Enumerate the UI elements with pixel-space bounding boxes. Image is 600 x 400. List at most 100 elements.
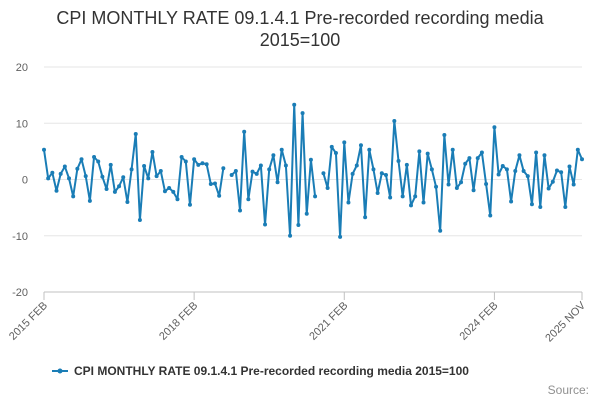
data-point[interactable] <box>246 197 251 202</box>
data-point[interactable] <box>263 222 268 227</box>
data-point[interactable] <box>325 185 330 190</box>
data-point[interactable] <box>479 150 484 155</box>
data-point[interactable] <box>563 205 568 210</box>
data-point[interactable] <box>388 195 393 200</box>
data-point[interactable] <box>250 169 255 174</box>
data-point[interactable] <box>129 167 134 172</box>
data-point[interactable] <box>212 181 217 186</box>
data-point[interactable] <box>296 223 301 228</box>
data-point[interactable] <box>292 102 297 107</box>
data-point[interactable] <box>275 180 280 185</box>
data-point[interactable] <box>158 169 163 174</box>
data-point[interactable] <box>375 191 380 195</box>
data-point[interactable] <box>383 173 388 177</box>
data-point[interactable] <box>192 157 197 162</box>
data-point[interactable] <box>467 156 472 161</box>
data-point[interactable] <box>104 187 109 192</box>
data-point[interactable] <box>338 234 343 239</box>
data-point[interactable] <box>496 172 501 177</box>
data-point[interactable] <box>238 208 243 213</box>
data-point[interactable] <box>221 166 226 171</box>
data-point[interactable] <box>121 175 126 180</box>
data-point[interactable] <box>96 159 101 164</box>
data-point[interactable] <box>329 144 334 149</box>
data-point[interactable] <box>171 189 176 194</box>
data-point[interactable] <box>267 167 272 172</box>
data-point[interactable] <box>429 167 434 172</box>
data-point[interactable] <box>425 151 430 156</box>
data-point[interactable] <box>459 180 464 185</box>
data-point[interactable] <box>421 200 426 205</box>
data-point[interactable] <box>413 194 418 199</box>
data-point[interactable] <box>529 202 534 207</box>
data-point[interactable] <box>534 150 539 155</box>
data-point[interactable] <box>283 163 288 168</box>
data-point[interactable] <box>204 162 209 167</box>
data-point[interactable] <box>500 164 505 168</box>
data-point[interactable] <box>75 166 80 171</box>
data-point[interactable] <box>484 182 489 186</box>
data-point[interactable] <box>79 157 84 162</box>
data-point[interactable] <box>371 167 376 172</box>
data-point[interactable] <box>567 164 572 169</box>
data-point[interactable] <box>146 176 151 181</box>
data-point[interactable] <box>108 162 113 167</box>
data-point[interactable] <box>137 218 142 222</box>
data-point[interactable] <box>434 184 439 189</box>
data-point[interactable] <box>321 171 326 176</box>
data-point[interactable] <box>346 200 351 205</box>
data-point[interactable] <box>179 155 184 159</box>
data-point[interactable] <box>233 169 238 174</box>
data-point[interactable] <box>542 153 547 158</box>
data-point[interactable] <box>571 182 576 187</box>
data-point[interactable] <box>554 168 559 173</box>
data-point[interactable] <box>333 151 338 156</box>
data-point[interactable] <box>350 171 355 176</box>
data-point[interactable] <box>546 186 551 191</box>
data-point[interactable] <box>442 133 447 138</box>
data-point[interactable] <box>42 147 46 152</box>
data-point[interactable] <box>354 163 359 168</box>
data-point[interactable] <box>304 211 309 216</box>
data-point[interactable] <box>446 182 451 187</box>
data-point[interactable] <box>50 170 55 175</box>
data-point[interactable] <box>363 215 368 220</box>
data-point[interactable] <box>396 158 401 163</box>
data-point[interactable] <box>167 185 172 190</box>
data-point[interactable] <box>575 147 580 152</box>
data-point[interactable] <box>454 185 459 190</box>
data-point[interactable] <box>279 147 284 152</box>
data-point[interactable] <box>492 125 497 130</box>
data-point[interactable] <box>100 174 105 179</box>
data-point[interactable] <box>288 233 293 238</box>
data-point[interactable] <box>200 161 205 166</box>
data-point[interactable] <box>142 164 147 168</box>
data-point[interactable] <box>580 157 584 162</box>
data-point[interactable] <box>538 205 543 210</box>
data-point[interactable] <box>229 173 234 177</box>
data-point[interactable] <box>513 169 518 174</box>
data-point[interactable] <box>308 157 313 162</box>
data-point[interactable] <box>358 143 363 148</box>
data-point[interactable] <box>187 202 192 207</box>
data-point[interactable] <box>559 170 564 175</box>
data-point[interactable] <box>404 162 409 167</box>
data-point[interactable] <box>154 174 159 179</box>
data-point[interactable] <box>87 198 92 203</box>
data-point[interactable] <box>271 153 276 158</box>
data-point[interactable] <box>400 194 405 199</box>
data-point[interactable] <box>471 188 476 193</box>
data-point[interactable] <box>342 140 347 145</box>
data-point[interactable] <box>392 119 397 123</box>
data-point[interactable] <box>254 171 259 176</box>
data-point[interactable] <box>475 156 480 161</box>
data-point[interactable] <box>379 171 384 176</box>
data-point[interactable] <box>112 189 117 194</box>
data-point[interactable] <box>438 228 443 233</box>
data-point[interactable] <box>150 149 155 154</box>
data-point[interactable] <box>521 169 526 174</box>
data-point[interactable] <box>125 200 130 204</box>
data-point[interactable] <box>133 131 138 136</box>
data-point[interactable] <box>300 111 305 116</box>
data-point[interactable] <box>46 176 51 181</box>
